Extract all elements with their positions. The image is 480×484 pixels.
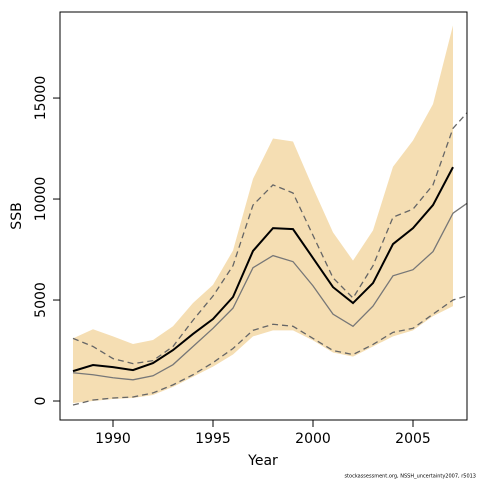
- series-line: [72, 166, 454, 373]
- x-axis-label: Year: [247, 453, 278, 469]
- plot-area: [72, 25, 467, 406]
- y-tick-label: 10000: [33, 177, 49, 222]
- y-tick-label: 5000: [33, 282, 49, 318]
- confidence-band: [73, 25, 453, 404]
- y-tick-label: 0: [33, 397, 49, 406]
- x-tick-label: 2000: [295, 431, 331, 447]
- series-line: [72, 202, 467, 381]
- footnote: stockassessment.org, NSSH_uncertainty200…: [344, 474, 476, 480]
- series-line: [72, 111, 467, 365]
- y-tick-label: 15000: [33, 76, 49, 121]
- x-tick-label: 2005: [395, 431, 431, 447]
- series-line: [72, 295, 467, 406]
- y-axis-label: SSB: [9, 202, 25, 229]
- x-tick-label: 1990: [95, 431, 131, 447]
- plot-box: [59, 11, 468, 421]
- x-tick-label: 1995: [195, 431, 231, 447]
